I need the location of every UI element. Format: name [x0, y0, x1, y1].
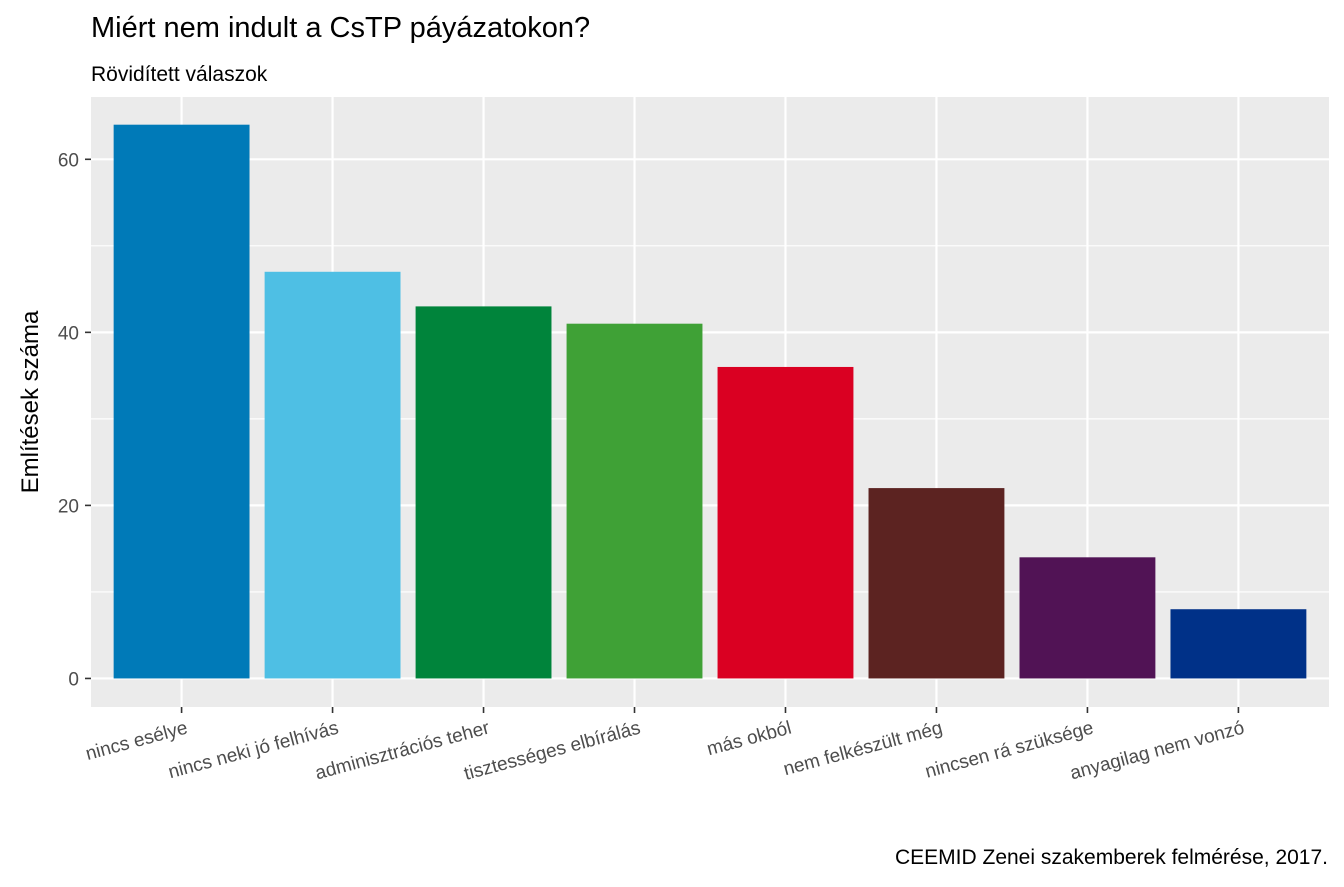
bar-1	[113, 124, 250, 679]
y-axis-label: Említések száma	[17, 310, 44, 493]
y-tick-label: 60	[58, 150, 79, 171]
y-tick-label: 20	[58, 496, 79, 517]
bar-5	[717, 366, 854, 679]
x-tick-label: nincs esélye	[83, 718, 189, 765]
y-tick-label: 0	[68, 669, 79, 690]
bar-7	[1019, 557, 1156, 679]
y-tick-label: 40	[58, 323, 79, 344]
x-tick-label: nem felkészült még	[781, 718, 945, 781]
chart-title: Miért nem indult a CsTP páyázatokon?	[91, 12, 591, 44]
x-tick-label: anyagilag nem vonzó	[1068, 718, 1247, 785]
bar-8	[1170, 609, 1307, 679]
bars	[113, 124, 1307, 679]
bar-4	[566, 323, 703, 679]
chart-subtitle: Rövidített válaszok	[91, 63, 268, 86]
bar-2	[264, 271, 401, 679]
bar-3	[415, 306, 552, 679]
chart-caption: CEEMID Zenei szakemberek felmérése, 2017…	[894, 846, 1328, 869]
x-tick-label: más okból	[705, 718, 794, 761]
bar-6	[868, 488, 1005, 679]
